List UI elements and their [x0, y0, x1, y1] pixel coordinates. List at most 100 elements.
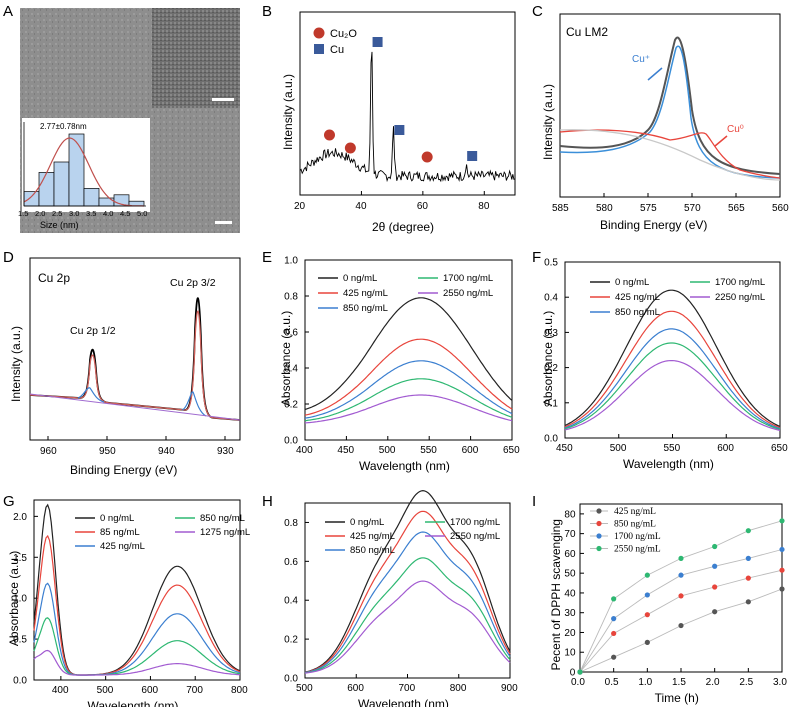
- legend-entry: 85 ng/mL: [100, 527, 140, 538]
- ytick: 0.2: [284, 400, 298, 411]
- cu-peak-marker: [394, 125, 405, 135]
- xtick: 500: [296, 683, 313, 694]
- panel-h: H 500 600 700 800 900 0.0 0.2 0.4 0.6 0.8 Wavelengt…: [262, 489, 518, 707]
- cu-peak-marker: [467, 151, 478, 161]
- xtick: 800: [450, 683, 467, 694]
- ytick: 0.2: [284, 635, 298, 646]
- xtick: 600: [141, 685, 158, 696]
- xtick-c: 575: [640, 203, 657, 214]
- cu-zero-label: Cu⁰: [727, 124, 744, 135]
- xlabel: Wavelength (nm): [88, 699, 179, 707]
- legend-entry: 0 ng/mL: [100, 513, 134, 524]
- ylabel-c: Intensity (a.u.): [541, 84, 555, 160]
- legend-entry: 0 ng/mL: [615, 277, 649, 288]
- ytick: 2.0: [13, 512, 27, 523]
- ytick: 20: [564, 628, 576, 639]
- ytick: 0.3: [544, 328, 558, 339]
- panel-label-i: I: [532, 493, 536, 510]
- panel-label-b: B: [262, 3, 272, 20]
- legend-entry: 1700 ng/mL: [450, 517, 500, 528]
- series-line: [304, 378, 513, 422]
- histogram-tick: 2.0: [35, 209, 45, 218]
- cu2o-peak-marker: [344, 142, 356, 154]
- histogram-bar: [23, 191, 40, 207]
- legend-entry: 850 ng/mL: [350, 545, 395, 556]
- cu2p-fit-blue-1: [77, 387, 105, 403]
- ytick: 0.0: [13, 676, 27, 687]
- xrd-pattern: [299, 51, 516, 183]
- xtick: 450: [337, 445, 354, 456]
- legend-entry: 1700 ng/mL: [715, 277, 765, 288]
- legend-cu2o-marker: [313, 27, 325, 39]
- xtick: 0.0: [571, 677, 585, 688]
- series-line: [304, 531, 511, 674]
- xtick: 700: [399, 683, 416, 694]
- legend-entry: 850 ng/mL: [614, 520, 656, 530]
- xlabel-c: Binding Energy (eV): [600, 218, 707, 232]
- series-line: [33, 534, 241, 676]
- ytick: 30: [564, 608, 576, 619]
- ytick: 0.0: [544, 434, 558, 445]
- data-point: [611, 596, 617, 602]
- xlabel: Wavelength (nm): [358, 697, 449, 707]
- data-point: [678, 555, 684, 561]
- series-line: [564, 328, 781, 430]
- xtick-b: 40: [355, 201, 367, 212]
- ylabel: Pecent of DPPH scavenging: [549, 519, 563, 670]
- panel-label-d: D: [3, 249, 14, 266]
- data-point: [779, 567, 785, 573]
- xtick: 500: [379, 445, 396, 456]
- histogram-xlabel: Size (nm): [40, 220, 79, 230]
- ytick: 40: [564, 588, 576, 599]
- series-line: [579, 588, 783, 673]
- panel-label-a: A: [3, 3, 13, 20]
- xticks-d: 960 950 940 930: [40, 436, 234, 457]
- ytick: 0.4: [284, 596, 298, 607]
- xtick: 600: [347, 683, 364, 694]
- xtick: 650: [771, 443, 788, 454]
- data-point: [712, 609, 718, 615]
- data-point: [779, 586, 785, 592]
- data-point: [712, 563, 718, 569]
- ytick: 0.4: [544, 293, 558, 304]
- data-point: [779, 518, 785, 524]
- data-point: [644, 592, 650, 598]
- histogram-bar: [53, 161, 70, 207]
- cu-zero-fit: [559, 129, 781, 179]
- xtick-c: 570: [684, 203, 701, 214]
- xtick: 900: [501, 683, 518, 694]
- ytick: 1.0: [284, 256, 298, 267]
- cu2o-peak-marker: [421, 151, 433, 163]
- xtick: 550: [664, 443, 681, 454]
- data-point: [779, 546, 785, 553]
- ylabel: Absorbance (a.u.): [279, 311, 293, 406]
- legend-entry: 425 ng/mL: [100, 541, 145, 552]
- histogram-bar: [38, 172, 55, 207]
- ytick: 0.6: [284, 328, 298, 339]
- ytick: 0.0: [284, 674, 298, 685]
- ytick: 70: [564, 529, 576, 540]
- xtick-d: 950: [99, 446, 116, 457]
- cu2o-peak-marker: [323, 129, 335, 141]
- series-line: [304, 510, 511, 673]
- ytick: 50: [564, 569, 576, 580]
- legend-entry: 2550 ng/mL: [450, 531, 500, 542]
- data-point: [611, 616, 617, 622]
- legend-entry: 1700 ng/mL: [614, 532, 661, 542]
- series-line: [304, 489, 511, 673]
- legend-entry: 850 ng/mL: [615, 307, 660, 318]
- legend-entry: 2550 ng/mL: [614, 545, 661, 555]
- ytick: 0.5: [13, 635, 27, 646]
- legend-entry: 0 ng/mL: [350, 517, 384, 528]
- series-line: [564, 289, 781, 428]
- series-line: [564, 310, 781, 429]
- series-line: [304, 297, 513, 411]
- panel-label-h: H: [262, 493, 273, 510]
- cu2p-baseline: [29, 393, 241, 421]
- histogram-bar: [68, 133, 85, 207]
- series-line: [33, 582, 241, 676]
- xtick-d: 930: [217, 446, 234, 457]
- data-point: [712, 584, 718, 590]
- xticks-b: 20 40 60 80: [294, 191, 490, 212]
- xtick: 550: [420, 445, 437, 456]
